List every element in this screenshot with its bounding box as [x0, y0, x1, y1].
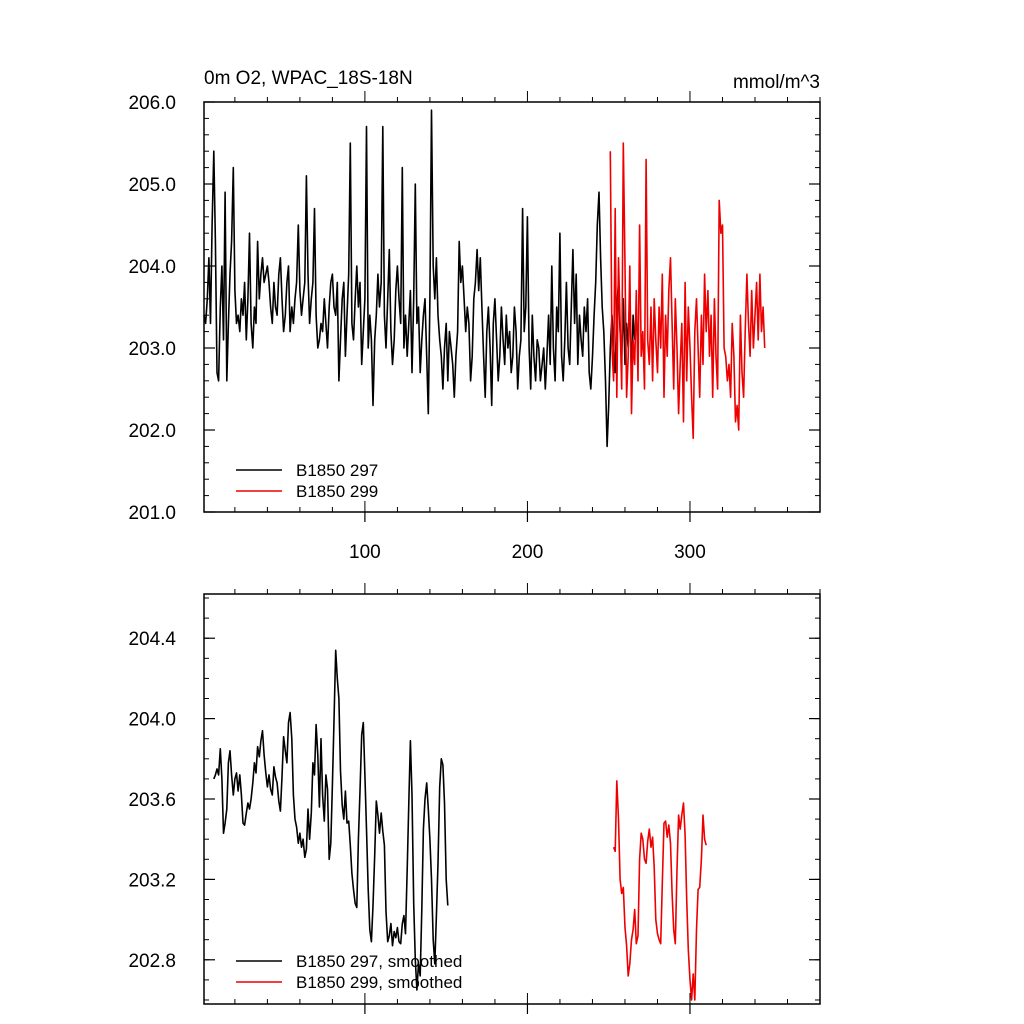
- top-legend: B1850 297 B1850 299: [236, 461, 378, 501]
- y-tick-label: 205.0: [128, 175, 176, 196]
- x-tick-label: 300: [674, 542, 706, 563]
- top-series: [203, 109, 766, 448]
- legend-label-b1850-299: B1850 299: [296, 482, 378, 501]
- y-tick-label: 204.0: [128, 710, 176, 731]
- top-panel: 0m O2, WPAC_18S-18N mmol/m^3 201.0202.02…: [128, 68, 821, 563]
- y-tick-label: 204.0: [128, 257, 176, 278]
- y-tick-label: 201.0: [128, 503, 176, 524]
- series-line-b1850-297: [203, 109, 636, 448]
- top-plot-frame: [203, 101, 821, 513]
- top-title-left: 0m O2, WPAC_18S-18N: [204, 68, 413, 89]
- y-tick-label: 203.0: [128, 339, 176, 360]
- x-tick-label: 100: [349, 542, 381, 563]
- y-tick-label: 204.4: [128, 629, 176, 650]
- bottom-ticks: 202.8 203.2 203.6 204.0 204.4: [128, 583, 821, 1014]
- top-title-right: mmol/m^3: [733, 72, 820, 93]
- series-line-b1850-299-smoothed: [612, 780, 707, 1001]
- top-ticks: 201.0 202.0 203.0 204.0 205.0 206.0 100 200 300: [128, 91, 821, 563]
- series-line-b1850-299: [609, 142, 766, 440]
- bottom-plot-frame: [203, 593, 821, 1005]
- legend-label-b1850-299-smoothed: B1850 299, smoothed: [296, 973, 462, 992]
- x-tick-label: 200: [512, 542, 544, 563]
- y-tick-label: 202.0: [128, 421, 176, 442]
- legend-label-b1850-297-smoothed: B1850 297, smoothed: [296, 952, 462, 971]
- bottom-panel: 202.8 203.2 203.6 204.0 204.4 B1850 297, smo…: [128, 583, 821, 1014]
- bottom-series: [213, 649, 707, 1001]
- legend-label-b1850-297: B1850 297: [296, 461, 378, 480]
- y-tick-label: 203.6: [128, 790, 176, 811]
- y-tick-label: 203.2: [128, 870, 176, 891]
- y-tick-label: 206.0: [128, 93, 176, 114]
- y-tick-label: 202.8: [128, 951, 176, 972]
- series-line-b1850-297-smoothed: [213, 649, 449, 991]
- bottom-legend: B1850 297, smoothed B1850 299, smoothed: [236, 952, 462, 992]
